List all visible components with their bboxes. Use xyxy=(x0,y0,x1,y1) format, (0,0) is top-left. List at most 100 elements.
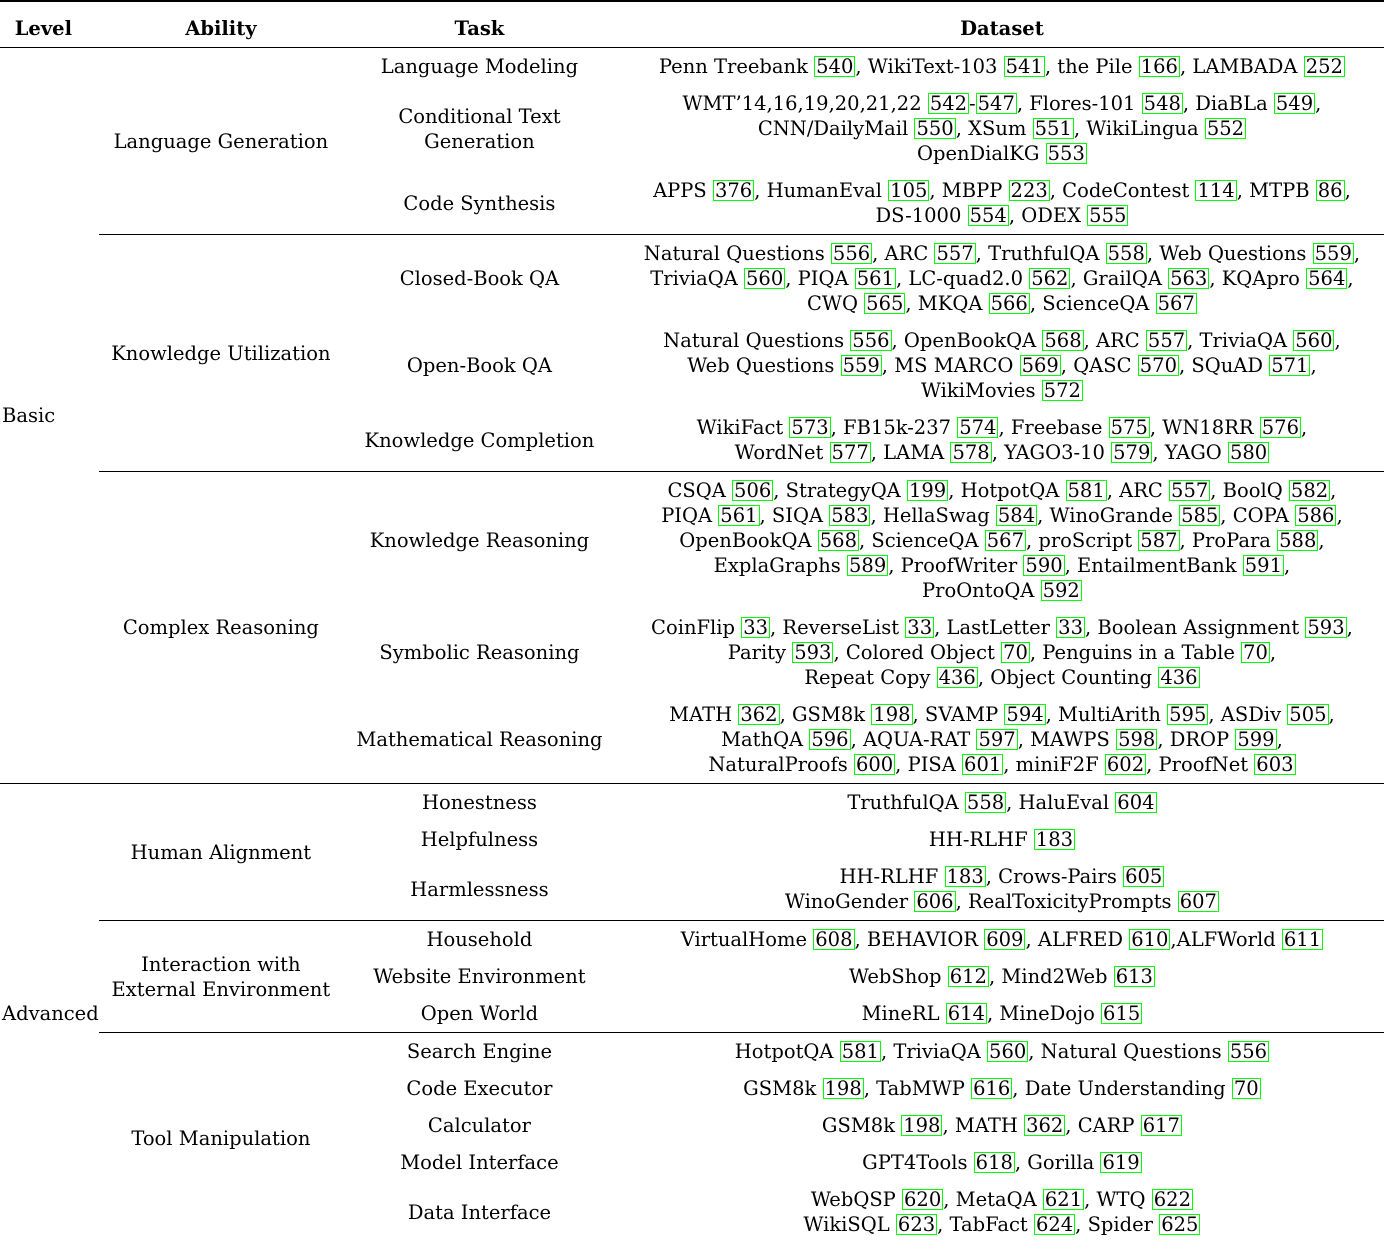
citation-link[interactable]: 569 xyxy=(1019,354,1061,377)
citation-link[interactable]: 586 xyxy=(1295,504,1337,527)
citation-link[interactable]: 616 xyxy=(971,1077,1013,1100)
citation-link[interactable]: 198 xyxy=(901,1114,943,1137)
citation-link[interactable]: 362 xyxy=(1024,1114,1066,1137)
citation-link[interactable]: 590 xyxy=(1023,554,1065,577)
citation-link[interactable]: 613 xyxy=(1113,965,1155,988)
citation-link[interactable]: 70 xyxy=(1001,641,1030,664)
citation-link[interactable]: 198 xyxy=(871,703,913,726)
citation-link[interactable]: 625 xyxy=(1159,1213,1201,1236)
citation-link[interactable]: 605 xyxy=(1123,865,1165,888)
citation-link[interactable]: 599 xyxy=(1235,728,1277,751)
citation-link[interactable]: 557 xyxy=(1145,329,1188,352)
citation-link[interactable]: 577 xyxy=(829,441,871,464)
citation-link[interactable]: 505 xyxy=(1287,703,1329,726)
citation-link[interactable]: 561 xyxy=(854,267,896,290)
citation-link[interactable]: 223 xyxy=(1008,179,1050,202)
citation-link[interactable]: 620 xyxy=(902,1188,944,1211)
citation-link[interactable]: 557 xyxy=(1169,479,1211,502)
citation-link[interactable]: 617 xyxy=(1140,1114,1182,1137)
citation-link[interactable]: 549 xyxy=(1273,92,1316,115)
citation-link[interactable]: 70 xyxy=(1241,641,1270,664)
citation-link[interactable]: 183 xyxy=(944,865,986,888)
citation-link[interactable]: 559 xyxy=(840,354,882,377)
citation-link[interactable]: 554 xyxy=(967,204,1009,227)
citation-link[interactable]: 198 xyxy=(822,1077,864,1100)
citation-link[interactable]: 608 xyxy=(813,928,855,951)
citation-link[interactable]: 570 xyxy=(1137,354,1179,377)
citation-link[interactable]: 581 xyxy=(839,1040,881,1063)
citation-link[interactable]: 566 xyxy=(988,292,1030,315)
citation-link[interactable]: 547 xyxy=(975,92,1017,115)
citation-link[interactable]: 506 xyxy=(732,479,774,502)
citation-link[interactable]: 611 xyxy=(1281,928,1324,951)
citation-link[interactable]: 601 xyxy=(962,753,1004,776)
citation-link[interactable]: 578 xyxy=(950,441,992,464)
citation-link[interactable]: 624 xyxy=(1033,1213,1076,1236)
citation-link[interactable]: 622 xyxy=(1151,1188,1193,1211)
citation-link[interactable]: 558 xyxy=(1105,242,1147,265)
citation-link[interactable]: 580 xyxy=(1227,441,1270,464)
citation-link[interactable]: 436 xyxy=(1158,666,1200,689)
citation-link[interactable]: 587 xyxy=(1138,529,1180,552)
citation-link[interactable]: 560 xyxy=(987,1040,1029,1063)
citation-link[interactable]: 542 xyxy=(927,92,970,115)
citation-link[interactable]: 556 xyxy=(1227,1040,1270,1063)
citation-link[interactable]: 582 xyxy=(1288,479,1331,502)
citation-link[interactable]: 563 xyxy=(1168,267,1210,290)
citation-link[interactable]: 33 xyxy=(905,616,935,639)
citation-link[interactable]: 595 xyxy=(1167,703,1209,726)
citation-link[interactable]: 610 xyxy=(1129,928,1171,951)
citation-link[interactable]: 615 xyxy=(1101,1002,1143,1025)
citation-link[interactable]: 567 xyxy=(984,529,1026,552)
citation-link[interactable]: 183 xyxy=(1033,828,1076,851)
citation-link[interactable]: 548 xyxy=(1141,92,1183,115)
citation-link[interactable]: 559 xyxy=(1312,242,1354,265)
citation-link[interactable]: 561 xyxy=(718,504,760,527)
citation-link[interactable]: 556 xyxy=(830,242,873,265)
citation-link[interactable]: 33 xyxy=(1056,616,1085,639)
citation-link[interactable]: 593 xyxy=(1305,616,1347,639)
citation-link[interactable]: 574 xyxy=(957,416,999,439)
citation-link[interactable]: 575 xyxy=(1108,416,1150,439)
citation-link[interactable]: 556 xyxy=(850,329,892,352)
citation-link[interactable]: 568 xyxy=(1042,329,1084,352)
citation-link[interactable]: 562 xyxy=(1029,267,1071,290)
citation-link[interactable]: 33 xyxy=(741,616,771,639)
citation-link[interactable]: 550 xyxy=(914,117,956,140)
citation-link[interactable]: 597 xyxy=(976,728,1018,751)
citation-link[interactable]: 564 xyxy=(1306,267,1348,290)
citation-link[interactable]: 612 xyxy=(947,965,989,988)
citation-link[interactable]: 86 xyxy=(1315,179,1345,202)
citation-link[interactable]: 618 xyxy=(973,1151,1015,1174)
citation-link[interactable]: 252 xyxy=(1303,55,1345,78)
citation-link[interactable]: 593 xyxy=(792,641,834,664)
citation-link[interactable]: 376 xyxy=(712,179,755,202)
citation-link[interactable]: 572 xyxy=(1041,379,1083,402)
citation-link[interactable]: 602 xyxy=(1104,753,1147,776)
citation-link[interactable]: 588 xyxy=(1277,529,1319,552)
citation-link[interactable]: 362 xyxy=(738,703,780,726)
citation-link[interactable]: 166 xyxy=(1138,55,1180,78)
citation-link[interactable]: 589 xyxy=(847,554,889,577)
citation-link[interactable]: 596 xyxy=(809,728,851,751)
citation-link[interactable]: 568 xyxy=(817,529,859,552)
citation-link[interactable]: 555 xyxy=(1087,204,1129,227)
citation-link[interactable]: 540 xyxy=(814,55,856,78)
citation-link[interactable]: 567 xyxy=(1155,292,1197,315)
citation-link[interactable]: 606 xyxy=(914,890,956,913)
citation-link[interactable]: 619 xyxy=(1100,1151,1142,1174)
citation-link[interactable]: 557 xyxy=(934,242,976,265)
citation-link[interactable]: 583 xyxy=(829,504,871,527)
citation-link[interactable]: 581 xyxy=(1065,479,1107,502)
citation-link[interactable]: 584 xyxy=(995,504,1038,527)
citation-link[interactable]: 594 xyxy=(1004,703,1046,726)
citation-link[interactable]: 603 xyxy=(1254,753,1296,776)
citation-link[interactable]: 598 xyxy=(1116,728,1158,751)
citation-link[interactable]: 579 xyxy=(1111,441,1153,464)
citation-link[interactable]: 560 xyxy=(744,267,786,290)
citation-link[interactable]: 592 xyxy=(1040,579,1082,602)
citation-link[interactable]: 573 xyxy=(789,416,831,439)
citation-link[interactable]: 114 xyxy=(1195,179,1237,202)
citation-link[interactable]: 558 xyxy=(964,791,1007,814)
citation-link[interactable]: 541 xyxy=(1003,55,1045,78)
